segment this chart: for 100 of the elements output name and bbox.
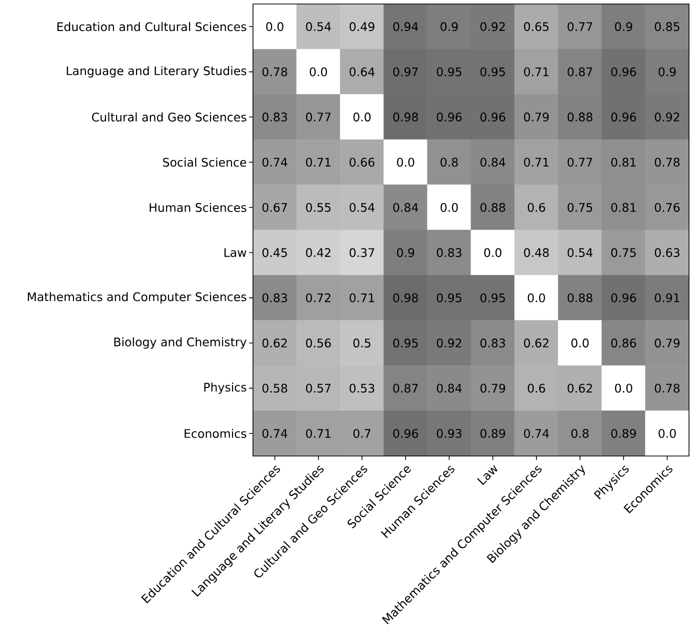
data-label: 0.78 (262, 67, 288, 76)
data-label: 0.87 (393, 384, 418, 393)
data-label: 0.74 (262, 158, 288, 167)
data-label: 0.62 (524, 338, 548, 348)
data-label: 0.98 (393, 293, 418, 302)
data-label: 0.0 (310, 67, 327, 76)
data-label: 0.92 (654, 112, 680, 122)
data-label: 0.95 (480, 67, 505, 76)
data-label: 0.65 (524, 22, 548, 32)
data-label: 0.54 (568, 248, 592, 258)
data-label: 0.85 (654, 22, 680, 32)
data-label: 0.71 (524, 158, 548, 167)
data-label: 0.84 (393, 202, 418, 212)
data-label: 0.75 (568, 202, 592, 212)
data-label: 0.95 (436, 67, 462, 76)
data-label: 0.56 (306, 338, 331, 348)
data-label: 0.78 (654, 158, 680, 167)
data-label: 0.96 (393, 428, 418, 438)
y-tick-label: Social Science (163, 158, 246, 167)
data-label: 0.71 (306, 158, 330, 167)
data-label: 0.97 (393, 67, 418, 76)
data-label: 0.0 (440, 202, 458, 212)
data-label: 0.0 (353, 112, 371, 122)
data-label: 0.91 (654, 293, 680, 302)
data-label: 0.0 (484, 248, 502, 258)
data-label: 0.87 (568, 67, 592, 76)
data-label: 0.71 (524, 67, 548, 76)
data-label: 0.0 (571, 338, 589, 348)
data-label: 0.96 (480, 112, 506, 122)
data-label: 0.54 (350, 202, 374, 212)
data-label: 0.62 (568, 384, 592, 393)
data-label: 0.79 (654, 338, 680, 348)
data-label: 0.95 (436, 293, 462, 302)
y-tick-label: Cultural and Geo Sciences (92, 112, 246, 122)
data-label: 0.67 (262, 202, 287, 212)
y-tick-label: Physics (204, 382, 246, 394)
data-label: 0.88 (568, 112, 592, 122)
data-label: 0.42 (306, 248, 330, 258)
data-label: 0.6 (528, 384, 546, 393)
data-label: 0.81 (611, 158, 636, 167)
data-label: 0.83 (262, 112, 287, 122)
data-label: 0.92 (436, 338, 462, 348)
data-label: 0.75 (611, 248, 636, 258)
data-label: 0.79 (480, 384, 506, 393)
data-label: 0.0 (266, 22, 284, 32)
data-label: 0.88 (568, 293, 592, 302)
data-label: 0.74 (524, 428, 549, 438)
data-label: 0.7 (353, 428, 370, 438)
data-label: 0.45 (262, 248, 287, 258)
data-label: 0.71 (306, 428, 330, 438)
data-label: 0.84 (436, 384, 462, 393)
data-label: 0.98 (393, 112, 418, 122)
data-label: 0.53 (350, 384, 374, 393)
data-label: 0.83 (480, 338, 505, 348)
data-label: 0.0 (528, 293, 545, 302)
x-tick-label: Law (477, 464, 498, 485)
data-label: 0.54 (306, 22, 331, 32)
y-tick-label: Mathematics and Computer Sciences (28, 292, 246, 304)
data-label: 0.88 (480, 202, 506, 212)
data-label: 0.89 (611, 428, 636, 438)
data-label: 0.9 (615, 22, 632, 32)
data-label: 0.58 (262, 384, 288, 393)
data-label: 0.5 (353, 338, 370, 348)
data-label: 0.92 (480, 22, 505, 32)
data-label: 0.95 (393, 338, 418, 348)
data-label: 0.49 (350, 22, 374, 32)
data-label: 0.95 (480, 293, 505, 302)
data-label: 0.76 (654, 202, 680, 212)
data-label: 0.81 (611, 202, 636, 212)
data-label: 0.62 (262, 338, 287, 348)
y-tick-label: Education and Cultural Sciences (57, 22, 246, 32)
data-label: 0.96 (611, 67, 636, 76)
y-tick-label: Law (224, 248, 246, 257)
data-label: 0.84 (480, 158, 506, 167)
data-label: 0.8 (571, 428, 589, 438)
data-label: 0.77 (568, 158, 592, 167)
data-label: 0.94 (393, 22, 418, 32)
data-label: 0.77 (568, 22, 592, 32)
data-label: 0.93 (436, 428, 462, 438)
data-label: 0.71 (350, 293, 374, 302)
data-label: 0.83 (262, 293, 287, 302)
data-label: 0.96 (436, 112, 462, 122)
data-label: 0.86 (611, 338, 636, 348)
data-label: 0.55 (306, 202, 330, 212)
data-label: 0.37 (350, 248, 374, 258)
data-label: 0.96 (611, 293, 636, 302)
data-label: 0.9 (397, 248, 414, 258)
y-tick-label: Economics (184, 428, 246, 438)
data-label: 0.0 (615, 384, 632, 393)
data-label: 0.64 (350, 67, 374, 76)
data-label: 0.79 (524, 112, 549, 122)
data-label: 0.63 (654, 248, 680, 258)
data-label: 0.0 (397, 158, 414, 167)
data-label: 0.48 (524, 248, 549, 258)
data-label: 0.83 (436, 248, 462, 258)
data-label: 0.9 (658, 67, 676, 76)
data-label: 0.8 (440, 158, 458, 167)
data-label: 0.96 (611, 112, 636, 122)
y-tick-label: Human Sciences (150, 202, 246, 212)
data-label: 0.74 (262, 428, 288, 438)
